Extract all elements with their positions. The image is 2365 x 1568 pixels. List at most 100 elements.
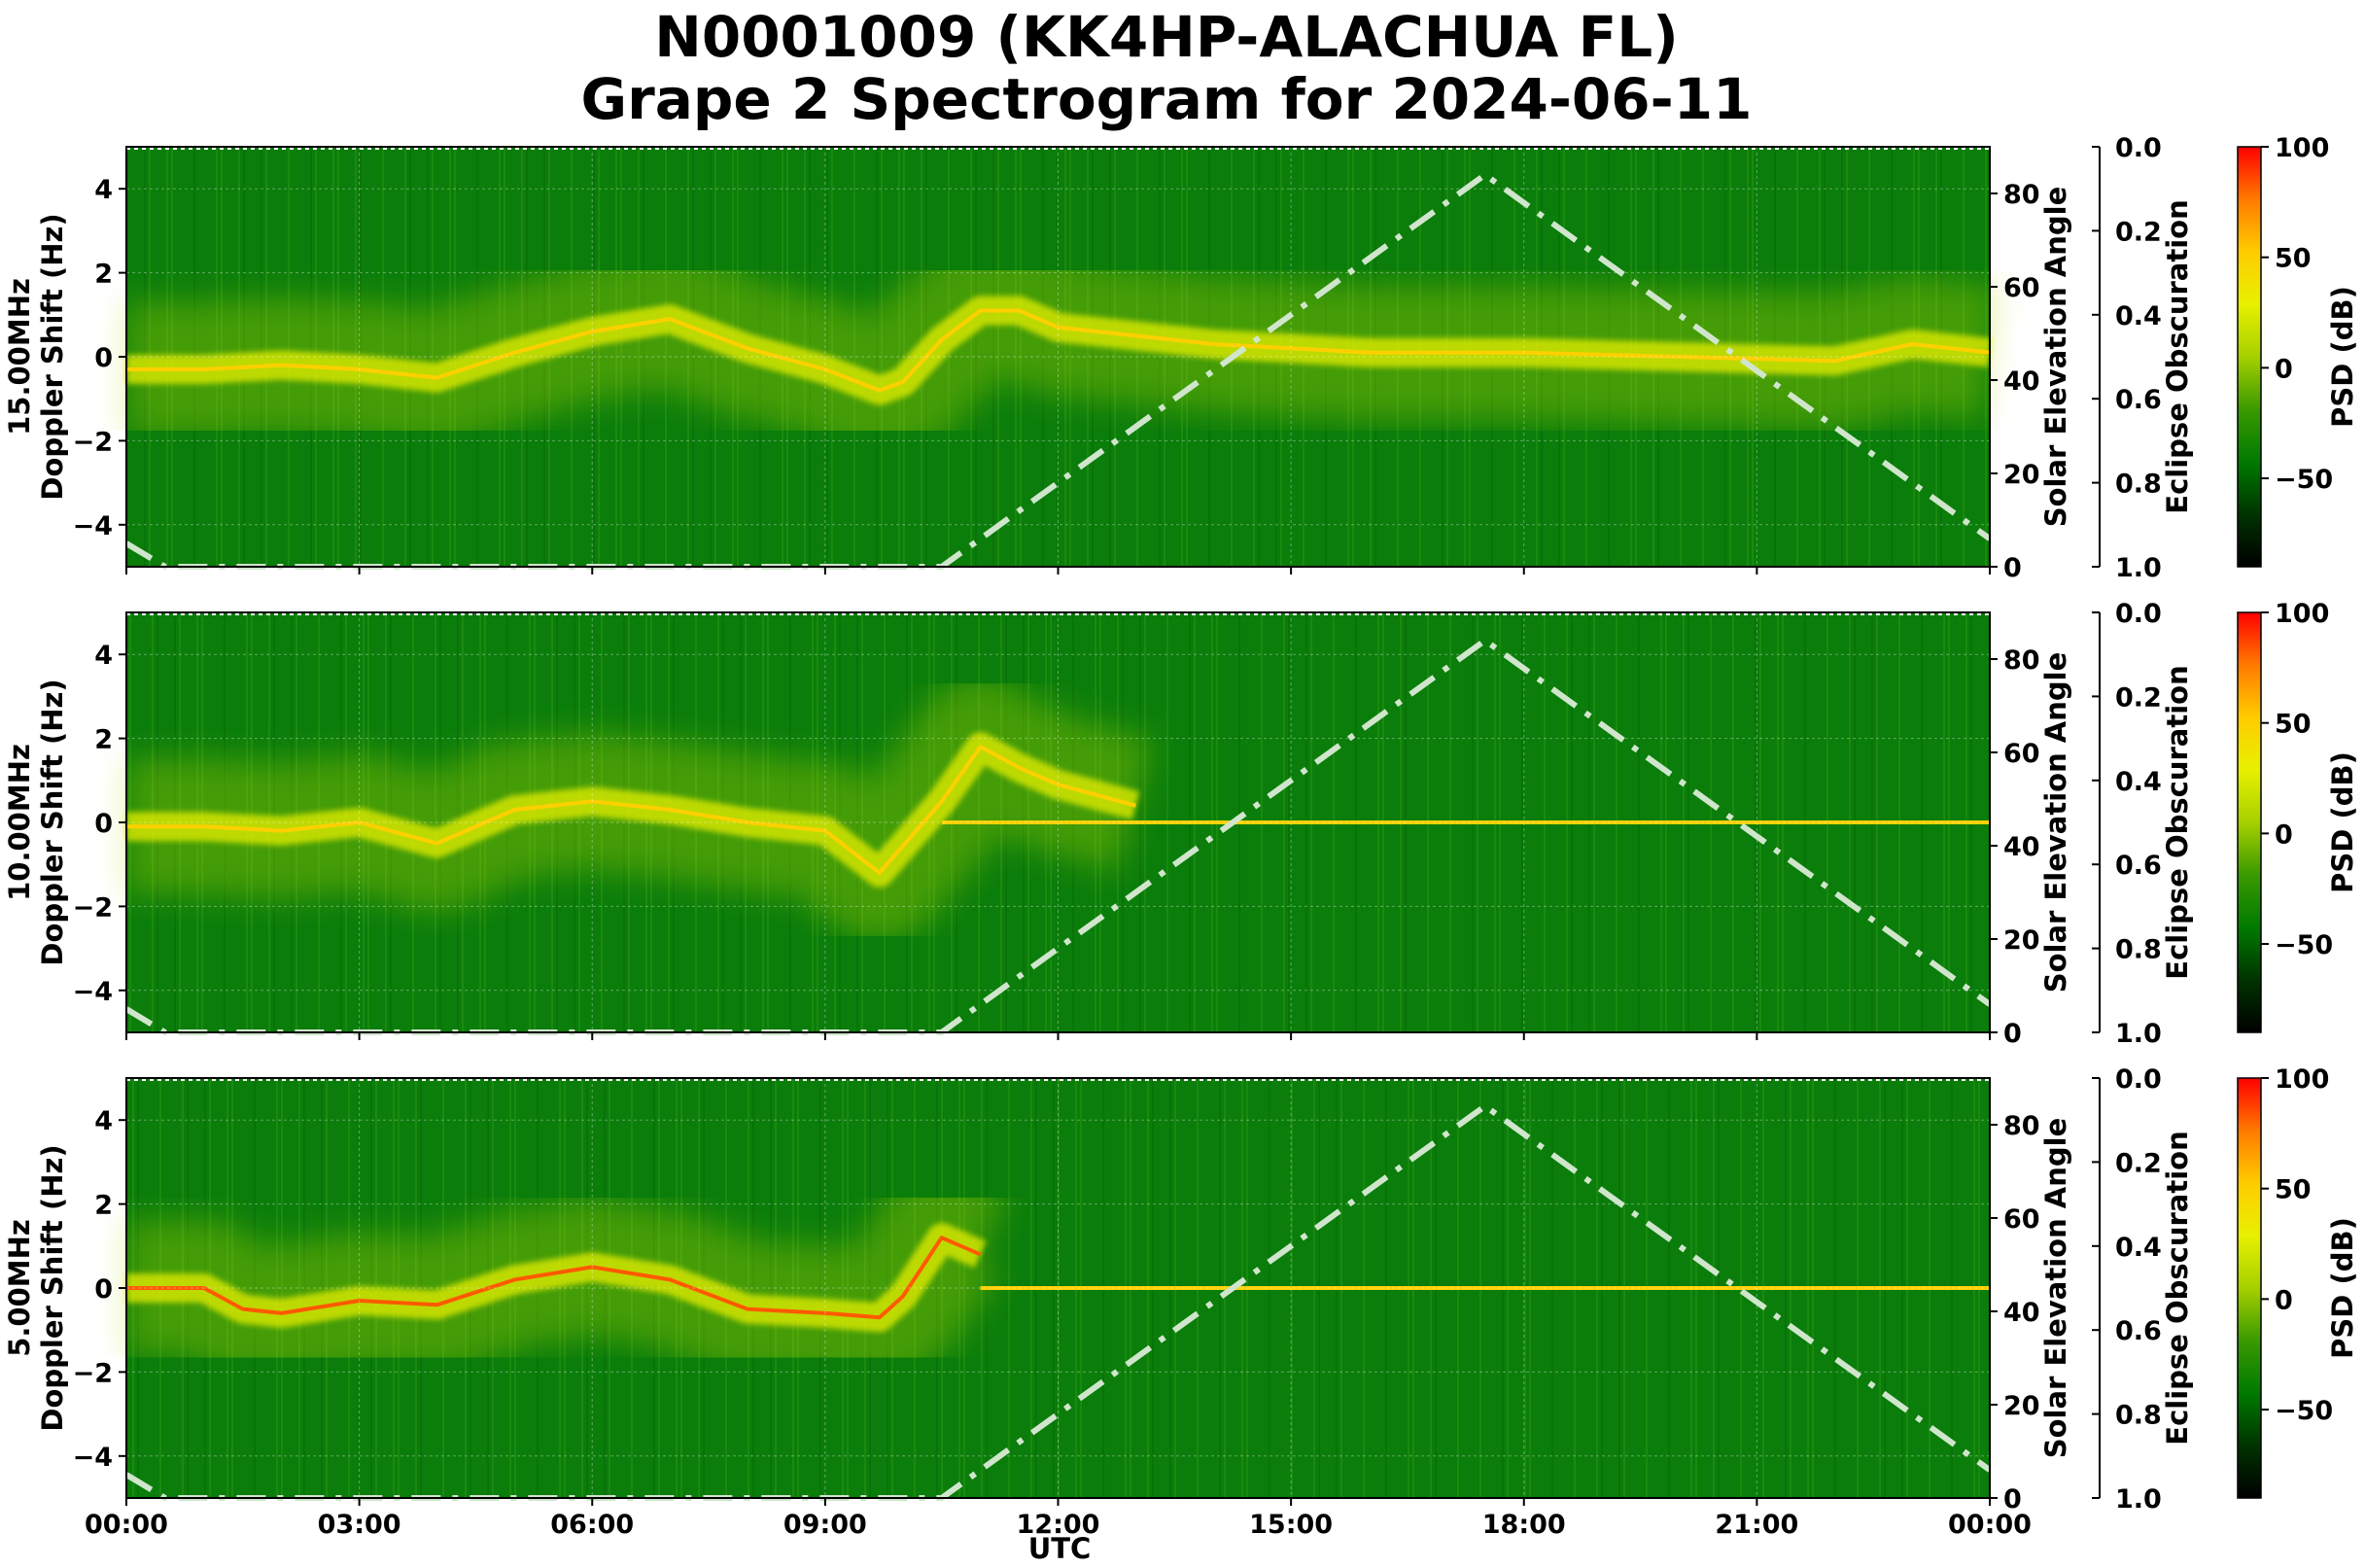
y-axis-label-doppler: Doppler Shift (Hz): [36, 1144, 69, 1431]
eclipse-tick-label: 0.8: [2115, 470, 2162, 500]
eclipse-tick-label: 0.4: [2115, 1233, 2162, 1263]
colorbar-tick-label: 0: [2275, 1285, 2293, 1315]
eclipse-axis-label: Eclipse Obscuration: [2161, 665, 2194, 979]
y-axis-label-doppler: Doppler Shift (Hz): [36, 679, 69, 965]
solar-elevation-line: [124, 637, 1992, 1035]
elevation-tick-label: 80: [2003, 180, 2040, 210]
colorbar-label: PSD (dB): [2326, 1217, 2359, 1359]
y-tick-label: −4: [73, 977, 113, 1007]
y-tick-label: 4: [94, 641, 113, 671]
eclipse-tick-label: 1.0: [2115, 553, 2162, 583]
eclipse-tick-label: 0.0: [2115, 599, 2162, 629]
colorbar-tick-label: 0: [2275, 354, 2293, 384]
elevation-tick-label: 40: [2003, 366, 2040, 397]
y-tick-label: 2: [94, 1191, 113, 1221]
colorbar-tick-label: 50: [2275, 710, 2312, 740]
eclipse-tick-label: 0.4: [2115, 301, 2162, 331]
y-tick-label: −4: [73, 511, 113, 541]
elevation-tick-label: 60: [2003, 273, 2040, 303]
eclipse-axis-label: Eclipse Obscuration: [2161, 199, 2194, 513]
y-axis-label: 10.00MHz: [3, 744, 36, 901]
y-axis-label: 5.00MHz: [3, 1219, 36, 1357]
x-tick-label: 00:00: [85, 1510, 168, 1540]
elevation-tick-label: 20: [2003, 460, 2040, 490]
colorbar-tick-label: 100: [2275, 1064, 2329, 1095]
solar-elevation-line: [124, 171, 1992, 570]
y-tick-label: −2: [73, 1358, 113, 1388]
colorbar: [2237, 146, 2262, 568]
elevation-tick-label: 0: [2003, 1019, 2022, 1049]
chart-title-line2: Grape 2 Spectrogram for 2024-06-11: [581, 66, 1753, 132]
elevation-tick-label: 40: [2003, 832, 2040, 862]
y-axis-label-doppler: Doppler Shift (Hz): [36, 213, 69, 500]
eclipse-tick-label: 0.2: [2115, 682, 2162, 713]
colorbar: [2237, 611, 2262, 1033]
y-axis-label: 15.00MHz: [3, 278, 36, 436]
eclipse-tick-label: 0.0: [2115, 1064, 2162, 1095]
colorbar-tick-label: 100: [2275, 599, 2329, 629]
eclipse-tick-label: 0.2: [2115, 217, 2162, 247]
signal-trace: [126, 745, 1136, 875]
colorbar: [2237, 1077, 2262, 1499]
elevation-tick-label: 0: [2003, 553, 2022, 583]
elevation-axis-label: Solar Elevation Angle: [2039, 1118, 2072, 1459]
chart-title-line1: N0001009 (KK4HP-ALACHUA FL): [654, 4, 1678, 70]
eclipse-tick-label: 0.0: [2115, 133, 2162, 163]
y-tick-label: 4: [94, 175, 113, 205]
y-tick-label: 0: [94, 343, 113, 373]
y-tick-label: 4: [94, 1106, 113, 1136]
y-tick-label: 0: [94, 809, 113, 839]
elevation-tick-label: 60: [2003, 1204, 2040, 1235]
x-tick-label: 09:00: [783, 1510, 867, 1540]
x-tick-label: 00:00: [1948, 1510, 2032, 1540]
elevation-tick-label: 40: [2003, 1298, 2040, 1328]
panel-3: 420−2−45.00MHz Doppler Shift (Hz)80604020…: [3, 1064, 2359, 1540]
signal-trace: [126, 308, 1991, 393]
colorbar-tick-label: 0: [2275, 819, 2293, 850]
x-tick-label: 03:00: [318, 1510, 401, 1540]
eclipse-tick-label: 1.0: [2115, 1019, 2162, 1049]
elevation-axis-label: Solar Elevation Angle: [2039, 652, 2072, 993]
eclipse-tick-label: 1.0: [2115, 1484, 2162, 1515]
eclipse-tick-label: 0.8: [2115, 1401, 2162, 1431]
elevation-tick-label: 80: [2003, 645, 2040, 676]
x-tick-label: 18:00: [1482, 1510, 1566, 1540]
x-tick-label: 06:00: [550, 1510, 634, 1540]
y-tick-label: 2: [94, 260, 113, 290]
signal-trace: [126, 1236, 982, 1320]
elevation-tick-label: 60: [2003, 739, 2040, 769]
colorbar-tick-label: −50: [2275, 1396, 2333, 1426]
colorbar-label: PSD (dB): [2326, 286, 2359, 428]
panel-2: 420−2−410.00MHz Doppler Shift (Hz)8060402…: [3, 599, 2359, 1049]
panels-group: 420−2−415.00MHz Doppler Shift (Hz)8060402…: [3, 133, 2359, 1540]
y-tick-label: −2: [73, 427, 113, 457]
solar-elevation-line: [124, 1102, 1992, 1501]
elevation-tick-label: 80: [2003, 1111, 2040, 1141]
colorbar-tick-label: −50: [2275, 465, 2333, 495]
eclipse-tick-label: 0.8: [2115, 935, 2162, 965]
y-tick-label: 2: [94, 725, 113, 755]
x-axis-label: UTC: [1028, 1532, 1092, 1565]
elevation-tick-label: 0: [2003, 1484, 2022, 1515]
elevation-tick-label: 20: [2003, 1391, 2040, 1421]
eclipse-axis-label: Eclipse Obscuration: [2161, 1131, 2194, 1445]
y-tick-label: 0: [94, 1274, 113, 1305]
x-tick-label: 12:00: [1017, 1510, 1100, 1540]
elevation-axis-label: Solar Elevation Angle: [2039, 187, 2072, 528]
y-tick-label: −4: [73, 1443, 113, 1473]
x-tick-label: 21:00: [1715, 1510, 1798, 1540]
colorbar-tick-label: −50: [2275, 930, 2333, 960]
colorbar-tick-label: 100: [2275, 133, 2329, 163]
eclipse-tick-label: 0.6: [2115, 1316, 2162, 1346]
y-tick-label: −2: [73, 892, 113, 923]
elevation-tick-label: 20: [2003, 925, 2040, 956]
colorbar-tick-label: 50: [2275, 244, 2312, 274]
eclipse-tick-label: 0.6: [2115, 851, 2162, 881]
eclipse-tick-label: 0.4: [2115, 767, 2162, 797]
colorbar-label: PSD (dB): [2326, 751, 2359, 893]
eclipse-tick-label: 0.6: [2115, 385, 2162, 415]
eclipse-tick-label: 0.2: [2115, 1148, 2162, 1178]
colorbar-tick-label: 50: [2275, 1175, 2312, 1205]
panel-1: 420−2−415.00MHz Doppler Shift (Hz)8060402…: [3, 133, 2359, 583]
